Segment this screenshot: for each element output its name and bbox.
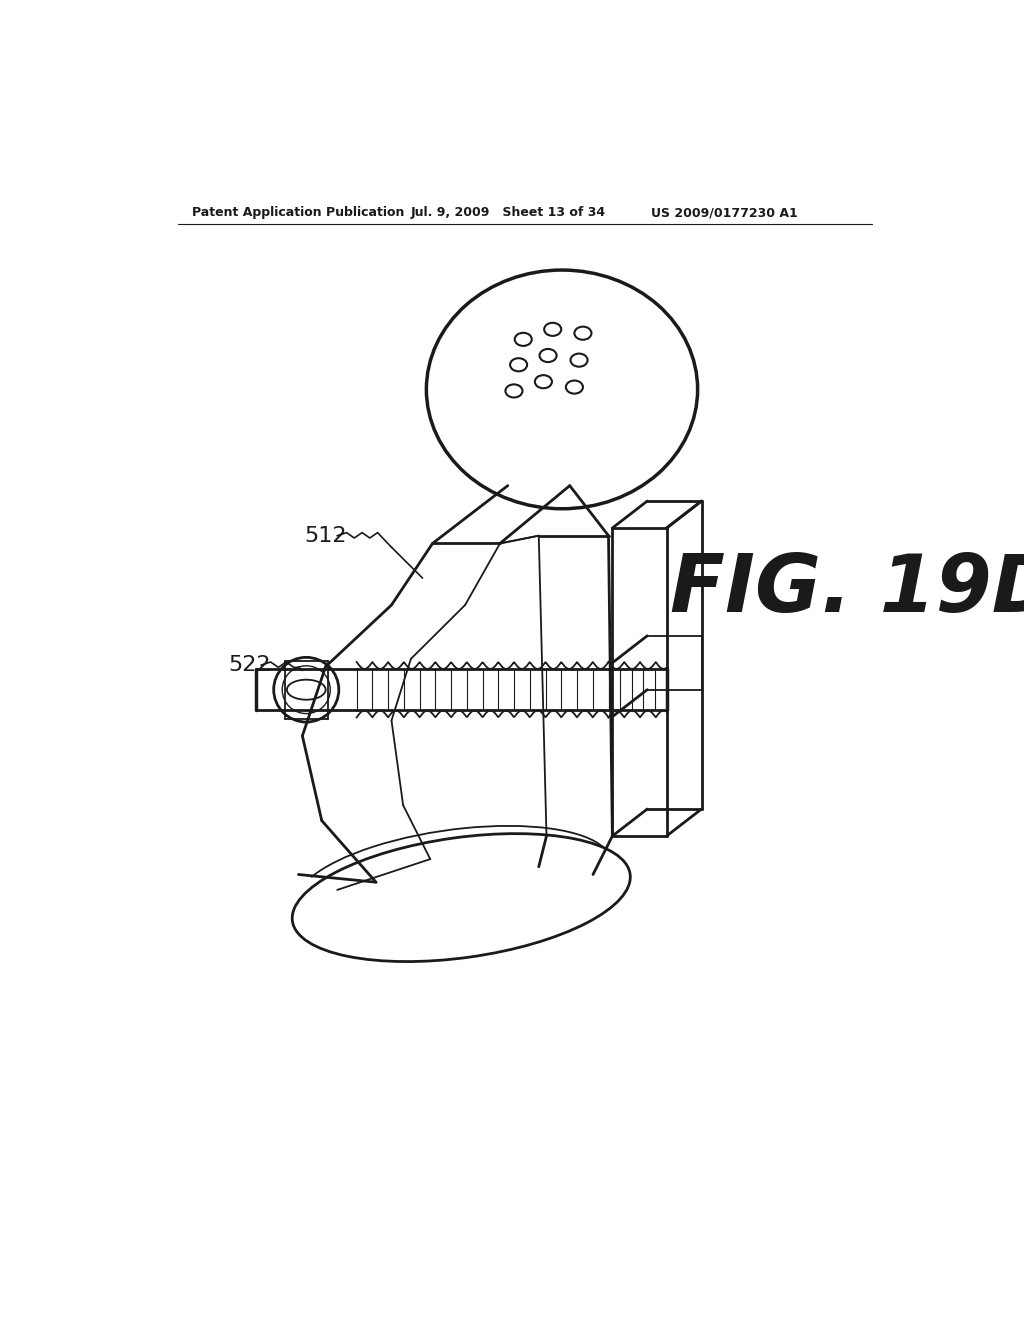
Text: 512: 512 — [305, 525, 347, 545]
Text: Patent Application Publication: Patent Application Publication — [191, 206, 403, 219]
Text: US 2009/0177230 A1: US 2009/0177230 A1 — [651, 206, 798, 219]
Text: Jul. 9, 2009   Sheet 13 of 34: Jul. 9, 2009 Sheet 13 of 34 — [411, 206, 606, 219]
Text: FIG. 19D: FIG. 19D — [671, 552, 1024, 630]
Text: 522: 522 — [228, 655, 271, 675]
